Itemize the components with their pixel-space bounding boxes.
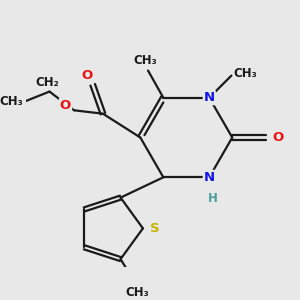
Text: H: H bbox=[208, 192, 218, 205]
Text: S: S bbox=[150, 222, 160, 235]
Text: CH₂: CH₂ bbox=[35, 76, 58, 88]
Text: N: N bbox=[204, 171, 215, 184]
Text: O: O bbox=[60, 99, 71, 112]
Text: CH₃: CH₃ bbox=[134, 55, 157, 68]
Text: CH₃: CH₃ bbox=[234, 68, 258, 80]
Text: O: O bbox=[273, 131, 284, 144]
Text: N: N bbox=[204, 91, 215, 104]
Text: CH₃: CH₃ bbox=[126, 286, 149, 298]
Text: CH₃: CH₃ bbox=[0, 95, 23, 108]
Text: O: O bbox=[81, 69, 92, 82]
